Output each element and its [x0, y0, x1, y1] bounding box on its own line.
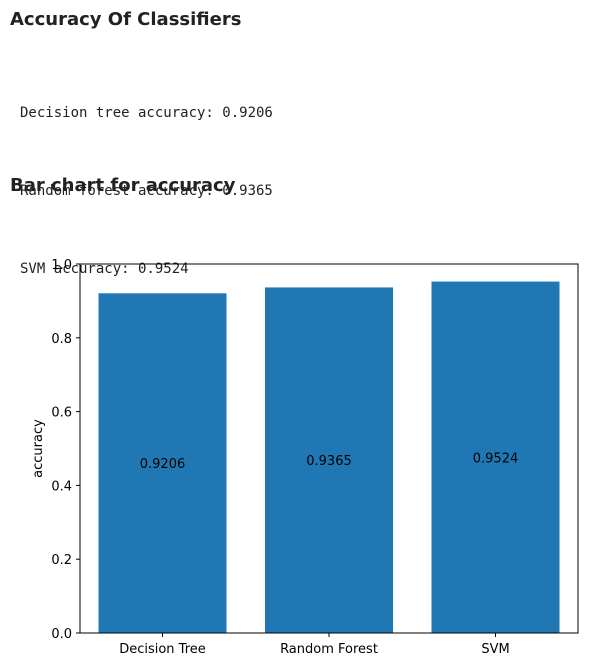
output-line-svm: SVM accuracy: 0.9524 — [20, 261, 189, 277]
y-tick-label: 1.0 — [51, 258, 72, 273]
y-tick-label: 0.6 — [51, 406, 72, 421]
y-tick-label: 0.0 — [51, 627, 72, 642]
accuracy-output: Decision tree accuracy: 0.9206 Random fo… — [20, 48, 273, 308]
y-axis-label: accuracy — [31, 419, 46, 478]
x-tick-label: Random Forest — [280, 642, 378, 657]
output-line-decision-tree: Decision tree accuracy: 0.9206 — [20, 105, 273, 121]
y-tick-label: 0.8 — [51, 332, 72, 347]
bar-decision-tree — [98, 293, 227, 633]
data-label-svm: 0.9524 — [473, 451, 519, 466]
y-tick-label: 0.2 — [51, 553, 72, 568]
data-label-decision-tree: 0.9206 — [140, 457, 186, 472]
data-label-random-forest: 0.9365 — [306, 454, 352, 469]
x-tick-label: SVM — [481, 642, 509, 657]
y-tick-label: 0.4 — [51, 479, 72, 494]
bar-svm — [431, 281, 560, 633]
plot-frame — [79, 263, 579, 634]
output-line-random-forest: Random forest accuracy: 0.9365 — [20, 183, 273, 199]
accuracy-bar-chart: 0.9206 Decision Tree 0.9365 Random Forest 0.… — [31, 258, 579, 657]
x-tick-label: Decision Tree — [119, 642, 206, 657]
bar-random-forest — [265, 287, 393, 633]
chart-section-title: Bar chart for accuracy — [10, 175, 236, 196]
page-title: Accuracy Of Classifiers — [10, 9, 242, 30]
